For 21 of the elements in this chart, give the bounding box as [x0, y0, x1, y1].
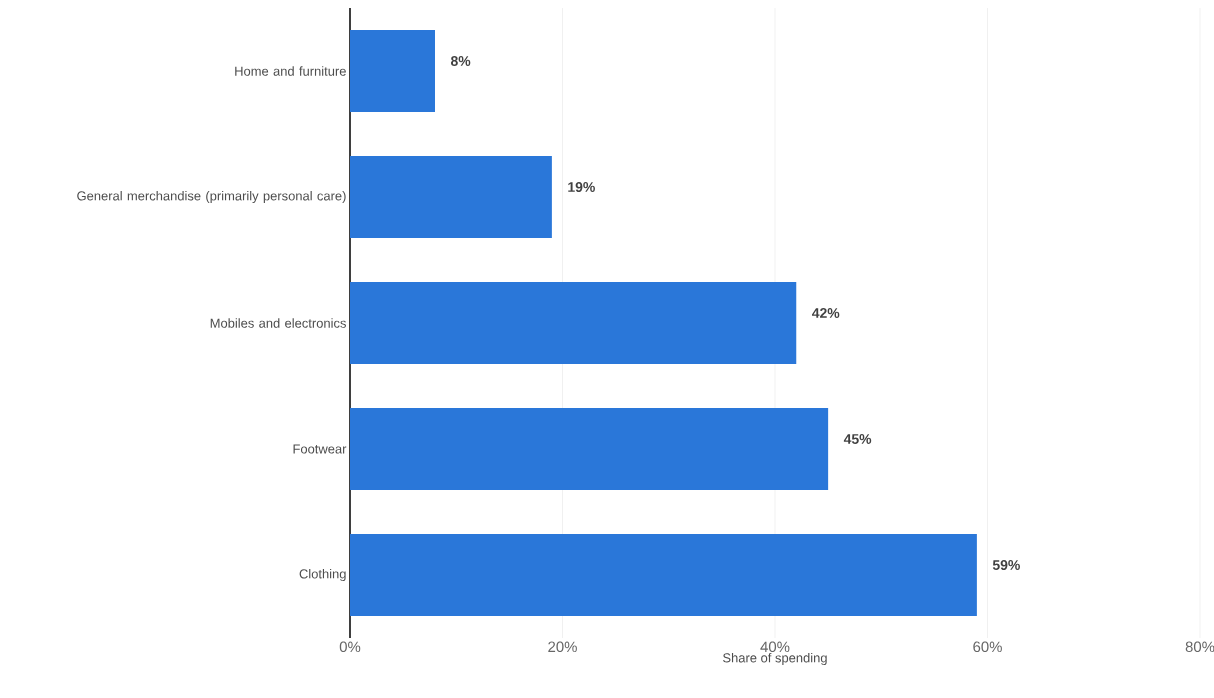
y-tick-label: Clothing — [299, 568, 346, 582]
y-tick-label: Footwear — [293, 444, 347, 454]
data-label: 42% — [811, 308, 840, 318]
y-tick-label: Mobiles and electronics — [210, 318, 346, 328]
data-label: 59% — [992, 560, 1020, 570]
data-label: 45% — [843, 434, 872, 444]
bar — [350, 156, 552, 238]
x-tick-label: 0% — [339, 641, 361, 653]
x-axis-title: Share of spending — [723, 652, 827, 666]
y-tick-label: General merchandise (primarily personal care) — [77, 190, 346, 204]
y-tick-label: Home and furniture — [235, 66, 346, 76]
bar — [350, 408, 829, 491]
bar — [350, 534, 977, 617]
x-tick-label: 80% — [1185, 641, 1214, 653]
data-label: 19% — [568, 182, 595, 192]
x-tick-label: 40% — [760, 641, 790, 653]
data-label: 8% — [450, 56, 471, 66]
x-tick-label: 60% — [973, 641, 1002, 653]
bar — [350, 282, 797, 364]
x-tick-label: 20% — [548, 641, 577, 653]
bar — [350, 30, 435, 112]
